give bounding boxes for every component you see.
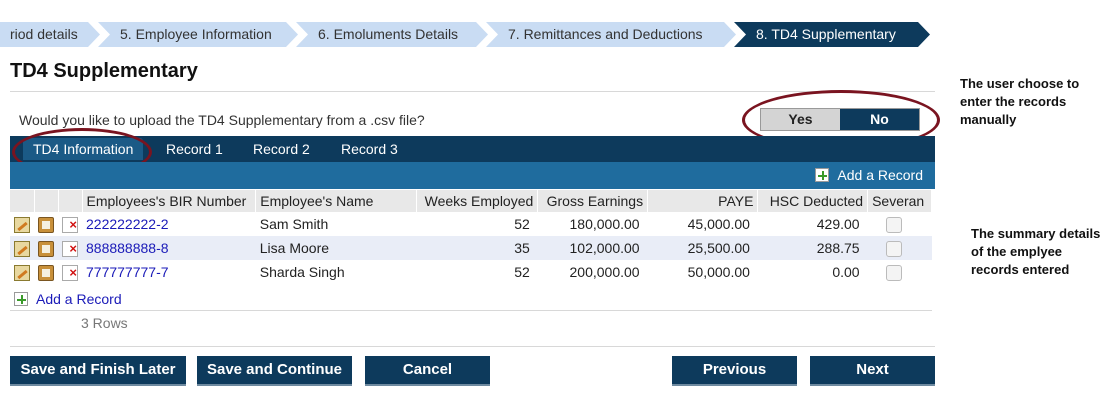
breadcrumb-remittances-deductions[interactable]: 7. Remittances and Deductions: [486, 22, 736, 47]
save-continue-button[interactable]: Save and Continue: [197, 356, 352, 386]
employee-name: Sharda Singh: [259, 264, 345, 280]
next-button[interactable]: Next: [810, 356, 935, 386]
tab-record-1[interactable]: Record 1: [166, 141, 223, 157]
header-action-2: [34, 190, 59, 212]
hsc-deducted: 0.00: [832, 264, 860, 280]
delete-icon[interactable]: ×: [62, 264, 78, 281]
severance-checkbox[interactable]: [885, 216, 902, 233]
bir-number-link[interactable]: 777777777-7: [86, 264, 169, 280]
cancel-button[interactable]: Cancel: [365, 356, 490, 386]
header-paye[interactable]: PAYE: [647, 190, 759, 212]
paye: 50,000.00: [687, 264, 750, 280]
breadcrumb-employee-information[interactable]: 5. Employee Information: [98, 22, 298, 47]
gross-earnings: 102,000.00: [537, 236, 648, 260]
header-hsc-deducted[interactable]: HSC Deducted: [757, 190, 869, 212]
weeks-employed: 52: [514, 216, 530, 232]
weeks-employed: 35: [416, 236, 538, 260]
hsc-deducted: 288.75: [757, 236, 868, 260]
header-bir-number[interactable]: Employees's BIR Number: [82, 190, 257, 212]
previous-button[interactable]: Previous: [672, 356, 797, 386]
header-employee-name[interactable]: Employee's Name: [255, 190, 417, 212]
bir-number-link[interactable]: 222222222-2: [86, 216, 169, 232]
header-gross-earnings[interactable]: Gross Earnings: [537, 190, 649, 212]
page-title: TD4 Supplementary: [10, 60, 198, 82]
table-row: × 777777777-7 Sharda Singh 52 200,000.00…: [10, 260, 932, 284]
annotation-summary-note: The summary details of the emplyee recor…: [971, 226, 1101, 277]
breadcrumb: riod details 5. Employee Information 6. …: [0, 22, 930, 47]
add-record-top-button[interactable]: Add a Record: [815, 167, 923, 183]
edit-icon[interactable]: [14, 264, 30, 281]
edit-icon[interactable]: [14, 216, 30, 233]
tab-record-2[interactable]: Record 2: [253, 141, 310, 157]
delete-icon[interactable]: ×: [62, 240, 78, 257]
table-toolbar: Add a Record: [10, 162, 935, 189]
paye: 45,000.00: [687, 216, 750, 232]
breadcrumb-emoluments-details[interactable]: 6. Emoluments Details: [296, 22, 488, 47]
edit-icon[interactable]: [14, 240, 30, 257]
header-weeks-employed[interactable]: Weeks Employed: [416, 190, 539, 212]
breadcrumb-period-details[interactable]: riod details: [0, 22, 100, 47]
header-action-3: [58, 190, 83, 212]
header-action-1: [10, 190, 35, 212]
annotation-toggle-note: The user choose to enter the records man…: [960, 76, 1080, 127]
header-severance[interactable]: Severan: [867, 190, 932, 212]
employee-name: Lisa Moore: [255, 236, 416, 260]
delete-icon[interactable]: ×: [62, 216, 78, 233]
table-header-row: Employees's BIR Number Employee's Name W…: [10, 190, 932, 212]
divider: [10, 346, 935, 347]
row-count: 3 Rows: [81, 315, 128, 331]
divider: [10, 310, 932, 311]
add-record-link[interactable]: Add a Record: [36, 291, 122, 307]
bir-number-link[interactable]: 888888888-8: [86, 240, 169, 256]
add-record-top-label: Add a Record: [837, 167, 923, 183]
divider: [10, 91, 935, 92]
gross-earnings: 200,000.00: [569, 264, 640, 280]
gross-earnings: 180,000.00: [569, 216, 640, 232]
add-record-bottom-button[interactable]: Add a Record: [14, 291, 122, 307]
hsc-deducted: 429.00: [816, 216, 860, 232]
table-row: × 888888888-8 Lisa Moore 35 102,000.00 2…: [10, 236, 932, 260]
upload-question: Would you like to upload the TD4 Supplem…: [19, 112, 425, 128]
breadcrumb-td4-supplementary[interactable]: 8. TD4 Supplementary: [734, 22, 930, 47]
severance-checkbox[interactable]: [885, 264, 902, 281]
paye: 25,500.00: [647, 236, 758, 260]
add-icon: [14, 292, 28, 306]
copy-icon[interactable]: [38, 240, 54, 257]
save-finish-later-button[interactable]: Save and Finish Later: [10, 356, 186, 386]
weeks-employed: 52: [514, 264, 530, 280]
copy-icon[interactable]: [38, 264, 54, 281]
records-table: Employees's BIR Number Employee's Name W…: [10, 190, 932, 284]
employee-name: Sam Smith: [259, 216, 329, 232]
add-icon: [815, 168, 830, 182]
table-row: × 222222222-2 Sam Smith 52 180,000.00 45…: [10, 212, 932, 236]
tab-record-3[interactable]: Record 3: [341, 141, 398, 157]
copy-icon[interactable]: [38, 216, 54, 233]
severance-checkbox[interactable]: [885, 240, 902, 257]
